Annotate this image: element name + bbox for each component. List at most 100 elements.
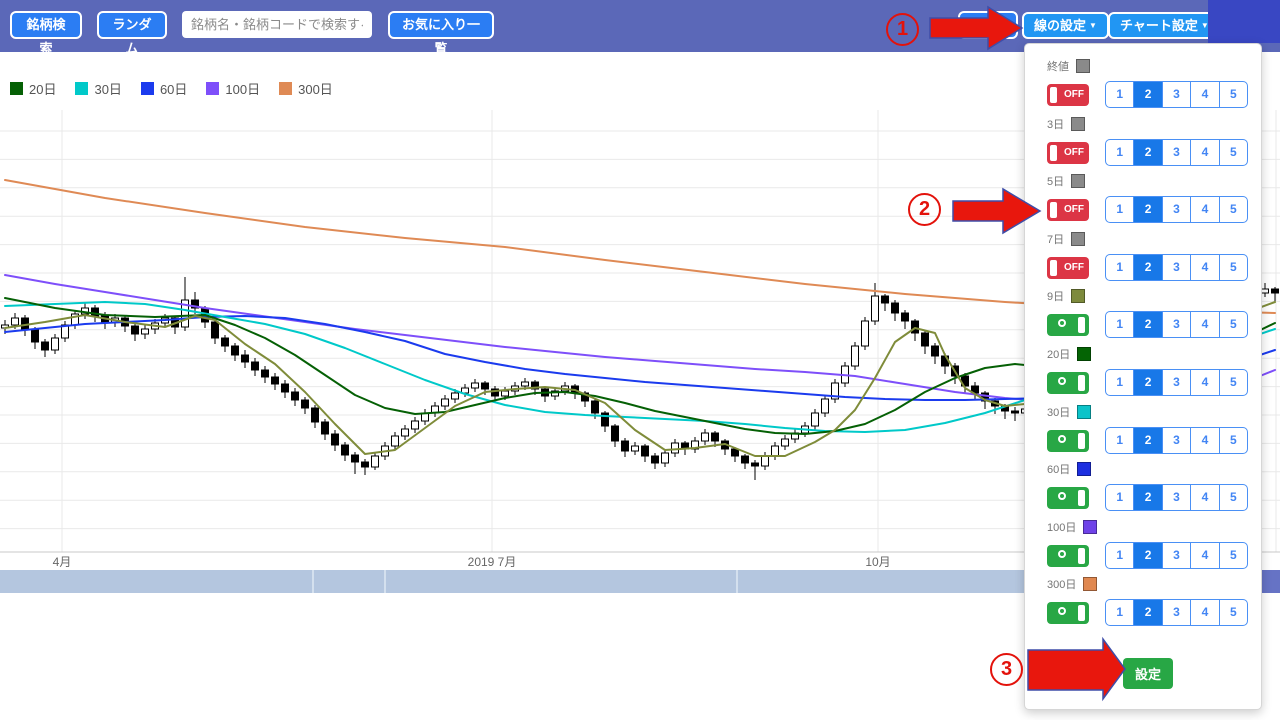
thickness-option-5[interactable]: 5 xyxy=(1218,197,1247,223)
candle-body xyxy=(301,399,309,409)
thickness-option-5[interactable]: 5 xyxy=(1218,370,1247,395)
toggle-9日[interactable] xyxy=(1047,314,1089,337)
candle-body xyxy=(531,381,539,390)
toggle-300日[interactable] xyxy=(1047,602,1089,625)
thickness-option-1[interactable]: 1 xyxy=(1116,432,1124,447)
legend-label: 30日 xyxy=(94,82,122,97)
thickness-option-2[interactable]: 2 xyxy=(1133,82,1162,107)
thickness-option-1[interactable]: 1 xyxy=(1116,259,1124,274)
candle-body xyxy=(331,433,339,446)
candle-body xyxy=(551,390,559,397)
thickness-option-5[interactable]: 5 xyxy=(1218,254,1247,280)
toggle-5日[interactable]: OFF xyxy=(1047,199,1089,222)
candle-body xyxy=(671,442,679,454)
toggle-30日[interactable] xyxy=(1047,429,1089,452)
candle-body xyxy=(741,455,749,464)
apply-settings-button[interactable]: 設定 xyxy=(1123,658,1174,689)
line-settings-dropdown-button[interactable]: 線の設定 ▼ xyxy=(1022,12,1109,39)
thickness-option-2[interactable]: 2 xyxy=(1133,427,1162,453)
toggle-20日[interactable] xyxy=(1047,372,1089,394)
row-label: 30日 xyxy=(1047,406,1071,419)
thickness-option-3[interactable]: 3 xyxy=(1161,139,1190,165)
thickness-option-3[interactable]: 3 xyxy=(1161,254,1190,280)
thickness-option-1[interactable]: 1 xyxy=(1116,202,1124,217)
thickness-option-4[interactable]: 4 xyxy=(1190,485,1218,511)
thickness-option-4[interactable]: 4 xyxy=(1190,139,1218,165)
hidden-button-behind-arrow[interactable] xyxy=(958,11,1018,39)
toggle-終値[interactable]: OFF xyxy=(1047,84,1089,106)
thickness-option-1[interactable]: 1 xyxy=(1116,87,1124,101)
thickness-option-1[interactable]: 1 xyxy=(1116,605,1124,620)
row-label-line: 終値 xyxy=(1047,58,1250,74)
thickness-option-4[interactable]: 4 xyxy=(1190,600,1218,626)
thickness-option-5[interactable]: 5 xyxy=(1218,139,1247,165)
thickness-option-4[interactable]: 4 xyxy=(1190,427,1218,453)
thickness-option-4[interactable]: 4 xyxy=(1190,82,1218,107)
thickness-option-2[interactable]: 2 xyxy=(1133,542,1162,568)
toggle-knob xyxy=(1078,317,1085,334)
chart-settings-dropdown-button[interactable]: チャート設定 ▼ xyxy=(1108,12,1221,39)
toggle-3日[interactable]: OFF xyxy=(1047,141,1089,164)
favorites-list-button[interactable]: お気に入り一覧 xyxy=(388,11,494,56)
thickness-option-3[interactable]: 3 xyxy=(1161,312,1190,338)
thickness-option-4[interactable]: 4 xyxy=(1190,254,1218,280)
random-button[interactable]: ランダム xyxy=(97,11,167,56)
thickness-option-3[interactable]: 3 xyxy=(1161,197,1190,223)
thickness-option-4[interactable]: 4 xyxy=(1190,370,1218,395)
row-label: 終値 xyxy=(1047,61,1069,73)
legend-item-300日: 300日 xyxy=(279,79,333,98)
thickness-option-1[interactable]: 1 xyxy=(1116,490,1124,505)
row-label-line: 20日 xyxy=(1047,346,1250,362)
thickness-option-3[interactable]: 3 xyxy=(1161,485,1190,511)
thickness-option-3[interactable]: 3 xyxy=(1161,82,1190,107)
toggle-60日[interactable] xyxy=(1047,487,1089,510)
row-color-swatch xyxy=(1077,347,1092,361)
thickness-option-1[interactable]: 1 xyxy=(1116,317,1124,332)
thickness-option-2[interactable]: 2 xyxy=(1133,139,1162,165)
thickness-option-2[interactable]: 2 xyxy=(1133,197,1162,223)
thickness-option-4[interactable]: 4 xyxy=(1190,197,1218,223)
candle-body xyxy=(811,412,819,427)
thickness-option-2[interactable]: 2 xyxy=(1133,600,1162,626)
thickness-option-3[interactable]: 3 xyxy=(1161,370,1190,395)
thickness-option-4[interactable]: 4 xyxy=(1190,312,1218,338)
candle-body xyxy=(411,420,419,430)
thickness-option-5[interactable]: 5 xyxy=(1218,427,1247,453)
legend-swatch xyxy=(75,82,89,95)
toggle-on-icon xyxy=(1058,377,1066,385)
thickness-option-2[interactable]: 2 xyxy=(1133,485,1162,511)
row-label-line: 60日 xyxy=(1047,461,1250,477)
toggle-7日[interactable]: OFF xyxy=(1047,256,1089,279)
candle-body xyxy=(661,452,669,464)
candle-body xyxy=(41,341,49,351)
candle-body xyxy=(401,428,409,437)
thickness-option-2[interactable]: 2 xyxy=(1133,254,1162,280)
toggle-100日[interactable] xyxy=(1047,544,1089,567)
thickness-option-3[interactable]: 3 xyxy=(1161,427,1190,453)
thickness-option-4[interactable]: 4 xyxy=(1190,542,1218,568)
candle-body xyxy=(911,320,919,334)
thickness-option-2[interactable]: 2 xyxy=(1133,370,1162,395)
thickness-option-5[interactable]: 5 xyxy=(1218,542,1247,568)
candle-body xyxy=(181,299,189,328)
row-color-swatch xyxy=(1083,519,1098,534)
thickness-option-1[interactable]: 1 xyxy=(1116,144,1124,159)
thickness-option-1[interactable]: 1 xyxy=(1116,547,1124,562)
candle-body xyxy=(881,295,889,304)
x-axis-label: 4月 xyxy=(53,555,72,569)
thickness-option-3[interactable]: 3 xyxy=(1161,600,1190,626)
thickness-option-5[interactable]: 5 xyxy=(1218,600,1247,626)
thickness-option-1[interactable]: 1 xyxy=(1116,375,1124,389)
thickness-option-3[interactable]: 3 xyxy=(1161,542,1190,568)
thickness-option-2[interactable]: 2 xyxy=(1133,312,1162,338)
stock-search-button[interactable]: 銘柄検索 xyxy=(10,11,82,56)
thickness-option-5[interactable]: 5 xyxy=(1218,485,1247,511)
chart-settings-label: チャート設定 xyxy=(1120,17,1198,33)
search-input[interactable] xyxy=(182,11,372,38)
thickness-option-5[interactable]: 5 xyxy=(1218,82,1247,107)
navbar-dark-block xyxy=(1208,0,1280,43)
candle-body xyxy=(291,391,299,401)
thickness-option-5[interactable]: 5 xyxy=(1218,312,1247,338)
